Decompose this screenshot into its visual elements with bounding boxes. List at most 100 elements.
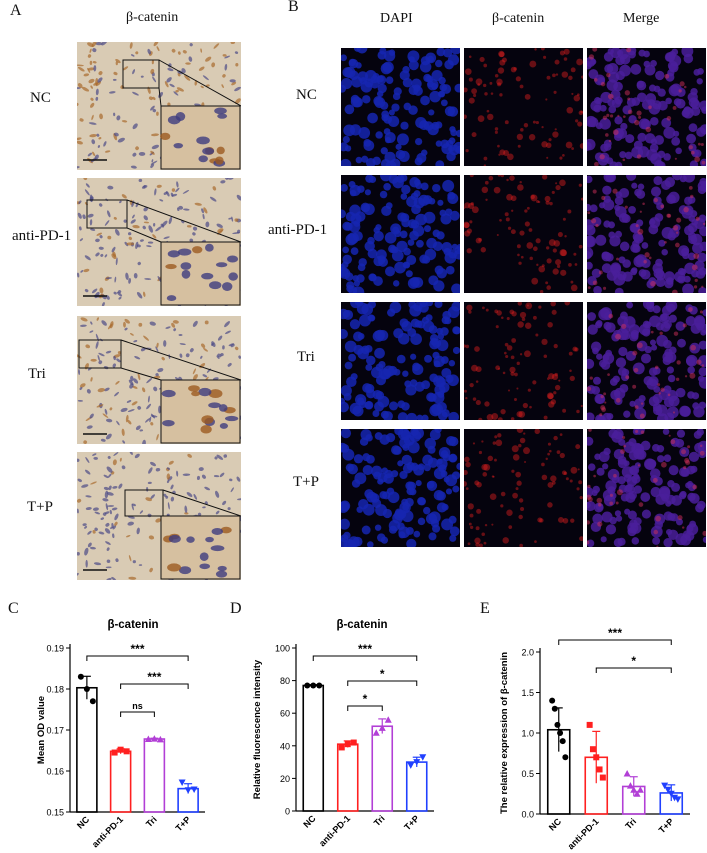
panel-b-col-dapi: DAPI — [380, 11, 413, 26]
data-point — [344, 741, 351, 748]
significance-label: ns — [132, 701, 143, 711]
data-point — [636, 786, 644, 793]
data-point — [338, 744, 345, 751]
significance-label: * — [380, 667, 385, 681]
significance-bracket — [120, 683, 189, 689]
panel-letter-d: D — [230, 600, 242, 617]
x-tick-label-t-p: T+P — [402, 813, 421, 832]
if-image-t-p--catenin — [464, 429, 583, 547]
significance-label: *** — [608, 626, 622, 640]
x-tick-label-tri: Tri — [623, 816, 638, 831]
if-image-anti-pd-1-dapi — [341, 175, 460, 293]
y-tick-label: 40 — [280, 741, 290, 751]
x-tick-label-t-p: T+P — [174, 814, 193, 833]
data-point — [419, 754, 427, 761]
data-point — [661, 782, 669, 790]
data-point — [372, 729, 380, 736]
data-point — [554, 721, 561, 728]
if-image-tri--catenin — [464, 302, 583, 420]
y-tick-label: 0.16 — [46, 767, 64, 777]
panel-a-row-label-anti-pd-1: anti-PD-1 — [12, 228, 72, 244]
significance-label: *** — [147, 670, 161, 684]
chart-title: β-catenin — [107, 619, 158, 631]
panel-b-row-label-nc: NC — [296, 87, 317, 103]
data-point — [664, 786, 672, 794]
y-tick-label: 0.19 — [46, 644, 64, 654]
data-point — [304, 682, 311, 689]
data-point — [350, 739, 357, 746]
bar-tri — [143, 738, 166, 813]
y-axis-label: Mean OD value — [36, 696, 47, 764]
significance-bracket — [347, 680, 418, 686]
data-point — [589, 746, 596, 753]
data-point — [562, 754, 569, 761]
panel-letter-a: A — [10, 2, 22, 19]
data-point — [626, 782, 634, 789]
panel-letter-b: B — [288, 0, 299, 15]
significance-label: *** — [358, 642, 372, 656]
data-point — [623, 770, 631, 777]
if-image-nc--catenin — [464, 48, 583, 166]
bar-anti-pd-1 — [109, 750, 132, 813]
data-point — [190, 786, 198, 793]
chart-e-relative-expression: 0.0 0.5 1.0 1.5 2.0 The relative expression o… — [499, 626, 690, 851]
panel-a-row-label-tri: Tri — [28, 366, 46, 382]
if-image-anti-pd-1-merge — [587, 175, 706, 293]
significance-bracket — [86, 655, 189, 661]
x-tick-label-tri: Tri — [144, 814, 159, 829]
y-tick-label: 0 — [285, 807, 290, 817]
y-axis-label: Relative fluorescence intensity — [252, 659, 263, 799]
ihc-image-nc — [77, 42, 241, 170]
data-point — [413, 759, 421, 766]
if-image-tri-merge — [587, 302, 706, 420]
data-point — [89, 698, 96, 705]
x-tick-label-nc: NC — [301, 813, 318, 830]
data-point — [407, 762, 415, 769]
significance-bracket — [558, 639, 672, 645]
data-point — [156, 735, 164, 743]
data-point — [77, 673, 84, 680]
data-point — [184, 787, 192, 794]
if-image-nc-merge — [587, 48, 706, 166]
if-image-t-p-merge — [587, 429, 706, 547]
x-tick-label-nc: NC — [75, 814, 92, 831]
significance-label: *** — [130, 642, 144, 656]
bar-t-p — [405, 761, 428, 812]
data-point — [310, 682, 317, 689]
x-tick-label-anti-pd-1: anti-PD-1 — [566, 816, 601, 851]
y-tick-label: 1.5 — [521, 688, 534, 698]
significance-label: * — [631, 654, 636, 668]
y-tick-label: 60 — [280, 709, 290, 719]
bar-anti-pd-1 — [336, 743, 359, 812]
panel-b-col-catenin: β-catenin — [492, 11, 545, 26]
ihc-image-tri — [77, 316, 241, 444]
data-point — [633, 790, 641, 797]
y-tick-label: 80 — [280, 676, 290, 686]
data-point — [586, 721, 593, 728]
chart-c-mean-od: 0.15 0.16 0.17 0.18 0.19 β-catenin Mean OD val… — [36, 619, 205, 849]
x-tick-label-anti-pd-1: anti-PD-1 — [90, 814, 125, 849]
if-image-t-p-dapi — [341, 429, 460, 547]
y-axis-label: The relative expression of β-catenin — [499, 652, 510, 814]
panel-letter-e: E — [480, 600, 490, 617]
if-image-anti-pd-1--catenin — [464, 175, 583, 293]
significance-label: * — [363, 692, 368, 706]
data-point — [674, 796, 682, 803]
data-point — [111, 749, 118, 756]
bar-nc — [76, 686, 98, 813]
panel-a-row-label-tp: T+P — [27, 499, 53, 515]
panel-a-row-label-nc: NC — [30, 90, 51, 106]
data-point — [83, 686, 90, 692]
significance-bracket — [595, 667, 672, 673]
ihc-image-anti-pd-1 — [77, 178, 241, 306]
data-point — [599, 774, 606, 781]
y-tick-label: 0.0 — [521, 810, 534, 820]
y-tick-label: 100 — [275, 644, 290, 654]
significance-bracket — [312, 655, 418, 661]
bar-nc — [302, 684, 325, 812]
data-point — [384, 716, 392, 723]
panel-letter-c: C — [8, 600, 19, 617]
data-point — [593, 754, 600, 761]
data-point — [123, 748, 130, 755]
y-tick-label: 0.5 — [521, 769, 534, 779]
